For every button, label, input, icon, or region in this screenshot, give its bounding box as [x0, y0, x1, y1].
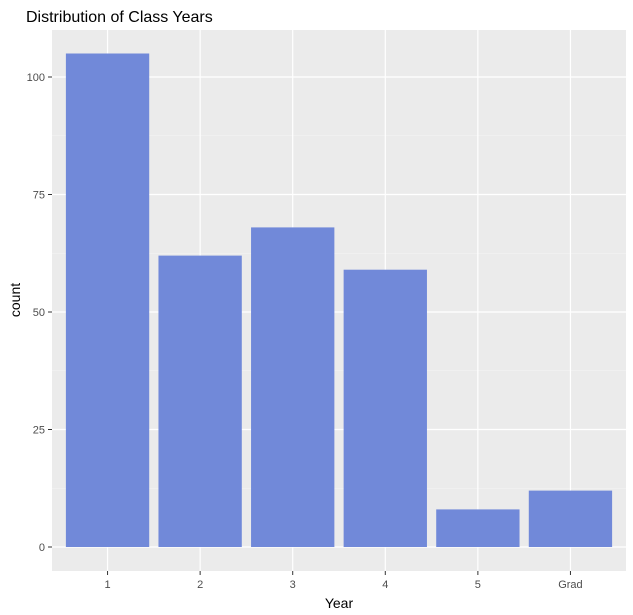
x-tick-label: 4	[382, 579, 388, 591]
x-tick-label: Grad	[558, 579, 582, 591]
x-tick-label: 5	[475, 579, 481, 591]
y-axis-title: count	[7, 283, 23, 317]
y-tick-label: 50	[33, 307, 45, 319]
x-axis-title: Year	[325, 595, 354, 611]
bar-grad	[528, 490, 613, 547]
bar-3	[251, 227, 335, 547]
chart-title: Distribution of Class Years	[26, 9, 213, 26]
x-tick-label: 1	[104, 579, 110, 591]
x-axis: 1 2 3 4 5 Grad	[104, 571, 583, 591]
y-tick-label: 100	[27, 72, 45, 84]
x-tick-label: 3	[290, 579, 296, 591]
y-axis: 0 25 50 75 100	[27, 72, 52, 554]
y-tick-label: 75	[33, 190, 45, 202]
bar-1	[65, 53, 150, 547]
y-tick-label: 25	[33, 425, 45, 437]
bars	[65, 53, 613, 547]
bar-4	[343, 269, 427, 547]
bar-2	[158, 255, 242, 547]
y-tick-label: 0	[39, 542, 45, 554]
x-tick-label: 2	[197, 579, 203, 591]
bar-5	[436, 509, 520, 547]
